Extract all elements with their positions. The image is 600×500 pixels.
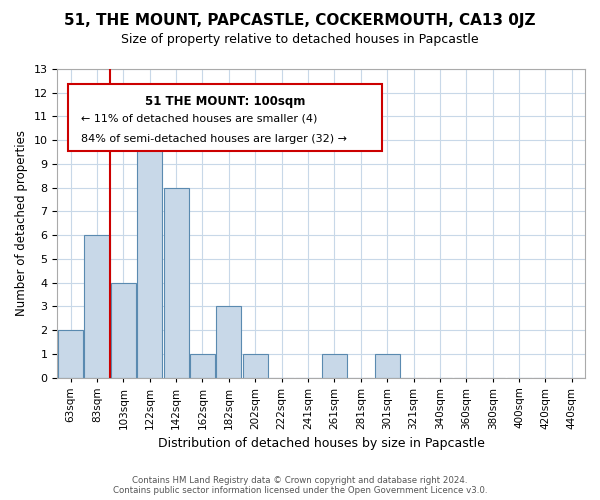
Text: 84% of semi-detached houses are larger (32) →: 84% of semi-detached houses are larger (… [81,134,347,144]
Bar [58,330,83,378]
Text: Contains HM Land Registry data © Crown copyright and database right 2024.
Contai: Contains HM Land Registry data © Crown c… [113,476,487,495]
Bar [374,354,400,378]
Bar [217,306,241,378]
FancyBboxPatch shape [68,84,382,151]
Text: Size of property relative to detached houses in Papcastle: Size of property relative to detached ho… [121,32,479,46]
Text: ← 11% of detached houses are smaller (4): ← 11% of detached houses are smaller (4) [81,114,317,124]
Bar [111,282,136,378]
Bar [85,235,110,378]
Bar [322,354,347,378]
Bar [164,188,188,378]
Text: 51 THE MOUNT: 100sqm: 51 THE MOUNT: 100sqm [145,95,305,108]
Y-axis label: Number of detached properties: Number of detached properties [15,130,28,316]
Bar [243,354,268,378]
Bar [190,354,215,378]
Bar [137,116,162,378]
X-axis label: Distribution of detached houses by size in Papcastle: Distribution of detached houses by size … [158,437,485,450]
Text: 51, THE MOUNT, PAPCASTLE, COCKERMOUTH, CA13 0JZ: 51, THE MOUNT, PAPCASTLE, COCKERMOUTH, C… [64,12,536,28]
